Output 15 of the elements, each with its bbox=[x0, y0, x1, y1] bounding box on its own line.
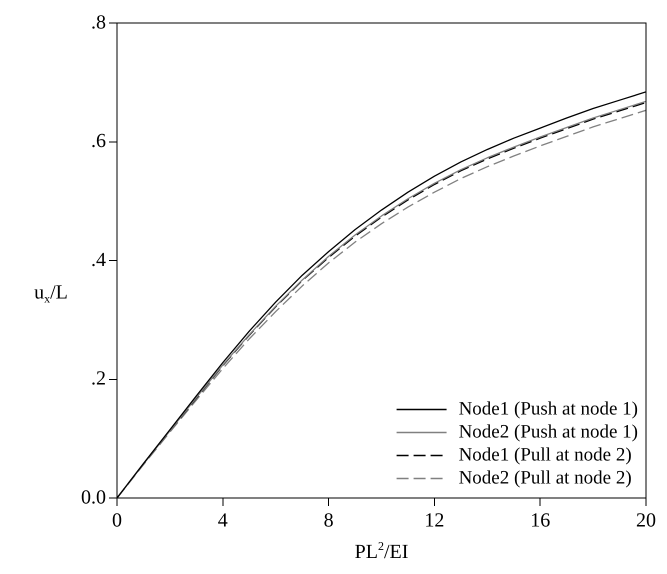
y-tick-label: .8 bbox=[91, 11, 106, 34]
x-tick-label: 8 bbox=[324, 509, 334, 532]
legend-label: Node1 (Push at node 1) bbox=[458, 398, 638, 420]
x-tick-label: 12 bbox=[424, 509, 444, 532]
y-tick-label: .6 bbox=[91, 130, 106, 152]
x-tick-label: 16 bbox=[530, 509, 550, 532]
legend-label: Node2 (Push at node 1) bbox=[458, 421, 638, 442]
x-tick-label: 4 bbox=[218, 509, 228, 532]
y-tick-label: 0.0 bbox=[81, 486, 106, 508]
legend-label: Node2 (Pull at node 2) bbox=[458, 467, 632, 488]
y-tick-label: .4 bbox=[91, 248, 106, 271]
x-tick-label: 20 bbox=[636, 509, 656, 532]
x-tick-label: 0 bbox=[112, 509, 122, 532]
y-tick-label: .2 bbox=[91, 368, 106, 390]
legend-label: Node1 (Pull at node 2) bbox=[458, 444, 632, 466]
